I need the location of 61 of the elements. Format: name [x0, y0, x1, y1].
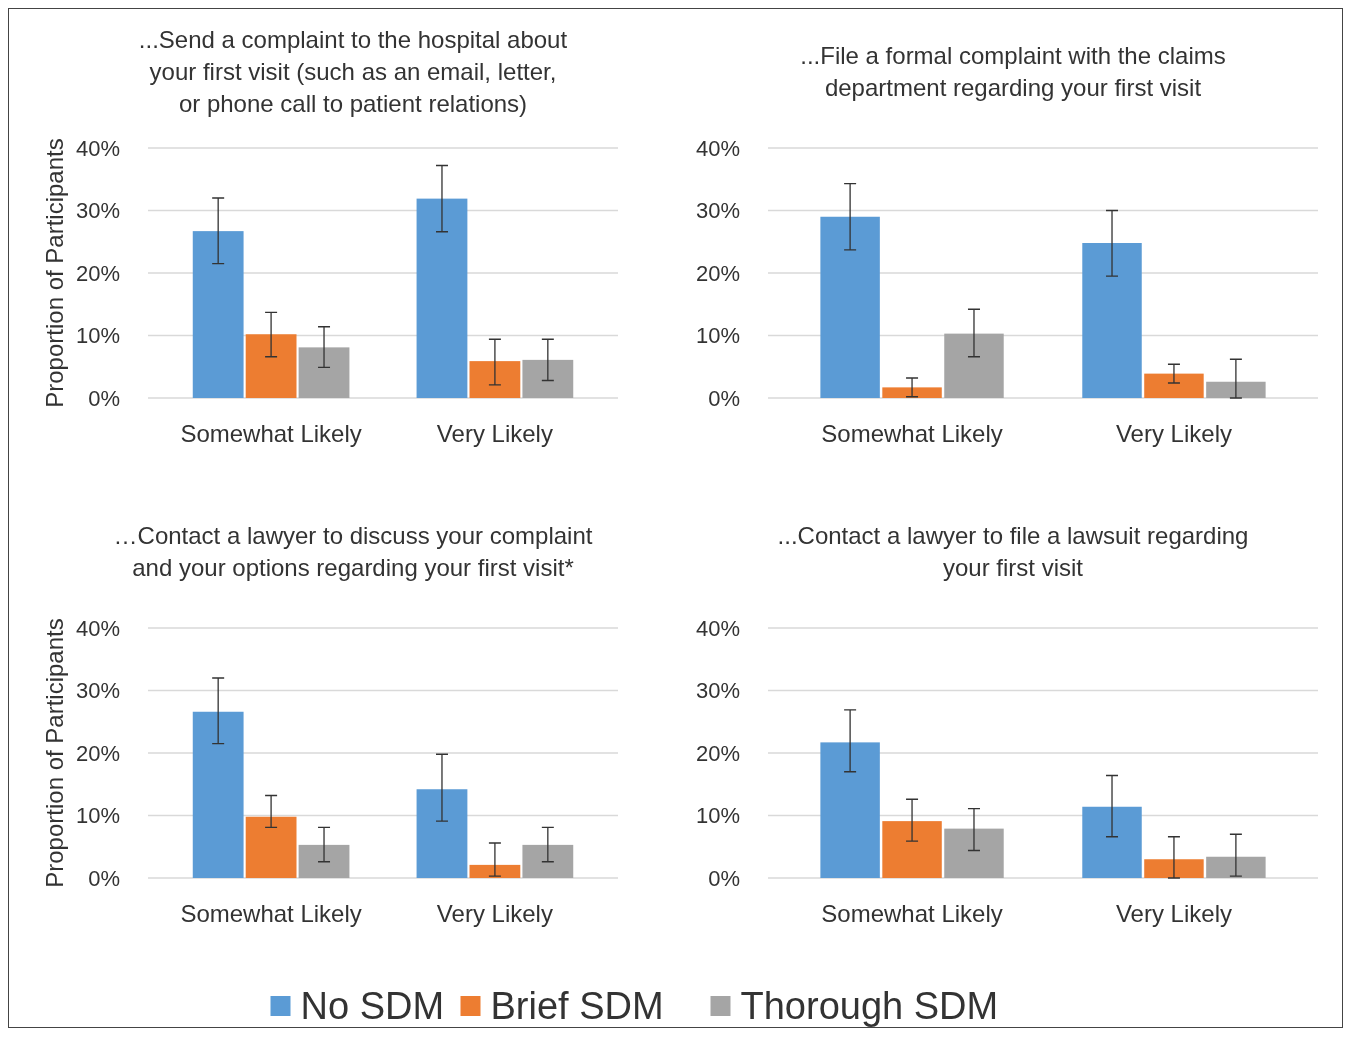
- bar: [298, 347, 350, 398]
- bar: [298, 844, 350, 878]
- legend-label: Brief SDM: [490, 985, 664, 1028]
- x-tick-label: Very Likely: [1115, 900, 1232, 927]
- y-tick-label: 40%: [695, 615, 740, 641]
- bar: [1206, 856, 1266, 878]
- x-tick-label: Very Likely: [1115, 420, 1232, 447]
- y-tick-label: 20%: [695, 260, 740, 286]
- bar: [245, 334, 297, 398]
- bar: [1206, 381, 1266, 398]
- y-tick-label: 20%: [75, 740, 120, 766]
- bar: [882, 821, 942, 878]
- bar: [1082, 806, 1142, 878]
- y-tick-label: 10%: [75, 323, 120, 349]
- bar: [469, 864, 521, 878]
- bar: [1082, 243, 1142, 398]
- chart-title: ...Send a complaint to the hospital about your first visit (such as an email, letter, or phone call to patient relations): [138, 26, 568, 117]
- y-tick-label: 30%: [695, 678, 740, 704]
- x-tick-label: Somewhat Likely: [180, 420, 362, 447]
- y-tick-label: 0%: [88, 385, 120, 411]
- y-axis-title: Proportion of Participants: [41, 138, 68, 408]
- y-axis-title: Proportion of Participants: [41, 618, 68, 888]
- x-tick-label: Somewhat Likely: [180, 900, 362, 927]
- y-tick-label: 30%: [75, 678, 120, 704]
- bar: [416, 198, 468, 398]
- bar: [192, 711, 244, 878]
- bar: [522, 359, 574, 398]
- x-tick-label: Very Likely: [436, 420, 553, 447]
- bar: [416, 789, 468, 878]
- bar: [944, 828, 1004, 878]
- bar: [522, 844, 574, 878]
- x-tick-label: Somewhat Likely: [821, 900, 1003, 927]
- bar: [820, 216, 880, 398]
- y-tick-label: 20%: [695, 740, 740, 766]
- bar: [469, 361, 521, 398]
- y-tick-label: 40%: [75, 135, 120, 161]
- x-tick-label: Somewhat Likely: [821, 420, 1003, 447]
- y-tick-label: 0%: [708, 865, 740, 891]
- legend-label: Thorough SDM: [740, 985, 999, 1028]
- chart-title: ...File a formal complaint with the claims department regarding your first visit: [800, 42, 1226, 101]
- bar: [944, 333, 1004, 398]
- legend-label: No SDM: [300, 985, 445, 1028]
- y-tick-label: 0%: [88, 865, 120, 891]
- bar: [882, 387, 942, 398]
- bar: [1144, 859, 1204, 878]
- chart-title: …Contact a lawyer to discuss your complaint and your options regarding your first visit*: [113, 522, 593, 581]
- y-tick-label: 10%: [75, 803, 120, 829]
- chart-title: ...Contact a lawyer to file a lawsuit regarding your first visit: [777, 522, 1249, 581]
- x-tick-label: Very Likely: [436, 900, 553, 927]
- y-tick-label: 40%: [695, 135, 740, 161]
- bar: [820, 742, 880, 878]
- y-tick-label: 10%: [695, 323, 740, 349]
- y-tick-label: 10%: [695, 803, 740, 829]
- y-tick-label: 40%: [75, 615, 120, 641]
- y-tick-label: 0%: [708, 385, 740, 411]
- y-tick-label: 20%: [75, 260, 120, 286]
- bar: [245, 816, 297, 878]
- y-tick-label: 30%: [75, 198, 120, 224]
- bar: [192, 231, 244, 398]
- y-tick-label: 30%: [695, 198, 740, 224]
- bar: [1144, 373, 1204, 398]
